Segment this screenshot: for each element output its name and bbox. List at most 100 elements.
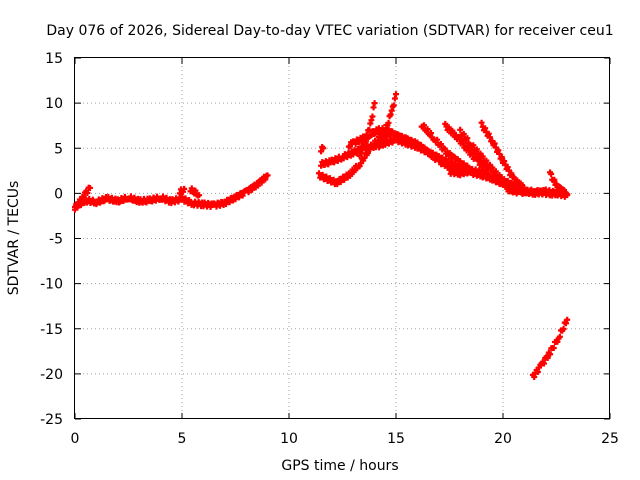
data-point-marker xyxy=(196,192,203,199)
series-arc-14 xyxy=(478,119,528,193)
data-point-marker xyxy=(236,194,243,201)
data-point-marker xyxy=(482,125,489,132)
data-point-marker xyxy=(473,146,480,153)
data-point-marker xyxy=(80,194,87,201)
data-point-marker xyxy=(504,177,511,184)
data-point-marker xyxy=(554,338,561,345)
data-point-marker xyxy=(364,149,371,156)
data-point-marker xyxy=(495,147,502,154)
series-arc-5 xyxy=(318,144,327,155)
data-point-marker xyxy=(485,130,492,137)
series-arc-17 xyxy=(547,169,566,196)
data-point-marker xyxy=(495,173,502,180)
series-arc-1 xyxy=(72,172,271,211)
data-point-marker xyxy=(357,150,364,157)
data-point-marker xyxy=(245,189,252,196)
y-tick-label: -10 xyxy=(40,277,63,293)
data-point-marker xyxy=(479,153,486,160)
data-point-marker xyxy=(559,187,566,194)
data-point-marker xyxy=(548,171,555,178)
data-point-marker xyxy=(496,150,503,157)
data-point-marker xyxy=(491,172,498,179)
data-point-marker xyxy=(483,157,490,164)
data-point-marker xyxy=(361,155,368,162)
data-point-marker xyxy=(86,184,93,191)
data-point-marker xyxy=(74,204,81,211)
y-tick-label: -20 xyxy=(40,367,63,383)
data-point-marker xyxy=(360,143,367,150)
data-point-marker xyxy=(264,172,271,179)
data-point-marker xyxy=(560,325,567,332)
data-point-marker xyxy=(385,140,392,147)
data-point-marker xyxy=(258,179,265,186)
series-arc-18 xyxy=(529,316,571,381)
y-tick-label: -15 xyxy=(40,322,63,338)
data-point-marker xyxy=(550,345,557,352)
data-point-marker xyxy=(127,193,134,200)
x-tick-label: 20 xyxy=(494,431,512,447)
y-tick-label: 0 xyxy=(54,186,63,202)
series-arc-3 xyxy=(176,185,188,197)
data-point-marker xyxy=(315,170,322,177)
x-tick-label: 0 xyxy=(71,431,80,447)
data-point-marker xyxy=(382,141,389,148)
plot-frame xyxy=(74,57,610,419)
x-tick-label: 5 xyxy=(178,431,187,447)
data-point-marker xyxy=(334,181,341,188)
data-point-marker xyxy=(262,176,269,183)
data-point-marker xyxy=(232,196,239,203)
data-point-marker xyxy=(226,199,233,206)
data-point-marker xyxy=(485,170,492,177)
data-point-marker xyxy=(192,187,199,194)
data-point-marker xyxy=(382,127,389,134)
data-point-marker xyxy=(441,145,448,152)
chart-title: Day 076 of 2026, Sidereal Day-to-day VTE… xyxy=(46,23,613,39)
data-point-marker xyxy=(385,119,392,126)
data-point-marker xyxy=(421,122,428,129)
data-point-marker xyxy=(89,196,96,203)
data-series xyxy=(72,91,571,381)
data-point-marker xyxy=(375,144,382,151)
data-point-marker xyxy=(564,316,571,323)
data-point-marker xyxy=(482,168,489,175)
data-point-marker xyxy=(428,130,435,137)
data-point-marker xyxy=(464,135,471,142)
grid-lines xyxy=(75,58,610,419)
y-tick-label: 10 xyxy=(45,96,63,112)
data-point-marker xyxy=(478,119,485,126)
data-point-marker xyxy=(222,200,229,207)
data-point-marker xyxy=(531,374,538,381)
data-point-marker xyxy=(131,194,138,201)
data-point-marker xyxy=(492,168,499,175)
data-point-marker xyxy=(188,185,195,192)
data-point-marker xyxy=(181,185,188,192)
data-point-marker xyxy=(249,186,256,193)
x-tick-label: 25 xyxy=(601,431,619,447)
series-arc-10 xyxy=(375,91,399,151)
y-axis-label: SDTVAR / TECUs xyxy=(6,181,22,296)
x-tick-label: 15 xyxy=(387,431,405,447)
data-point-marker xyxy=(424,126,431,133)
x-axis-label: GPS time / hours xyxy=(281,458,398,474)
x-tick-label: 10 xyxy=(280,431,298,447)
data-point-marker xyxy=(84,190,91,197)
data-point-marker xyxy=(562,320,569,327)
data-point-marker xyxy=(431,152,438,159)
x-tick-labels: 0 5 10 15 20 25 xyxy=(71,431,619,447)
data-point-marker xyxy=(364,133,371,140)
data-point-marker xyxy=(551,176,558,183)
data-point-marker xyxy=(491,140,498,147)
data-point-marker xyxy=(255,182,262,189)
data-point-marker xyxy=(564,191,571,198)
series-arc-16 xyxy=(504,184,571,199)
data-point-marker xyxy=(389,139,396,146)
data-point-marker xyxy=(547,351,554,358)
data-point-marker xyxy=(504,164,511,171)
data-point-marker xyxy=(78,198,85,205)
data-point-marker xyxy=(460,130,467,137)
data-point-marker xyxy=(486,134,493,141)
data-point-marker xyxy=(510,180,517,187)
data-point-marker xyxy=(371,100,378,107)
data-point-marker xyxy=(534,369,541,376)
